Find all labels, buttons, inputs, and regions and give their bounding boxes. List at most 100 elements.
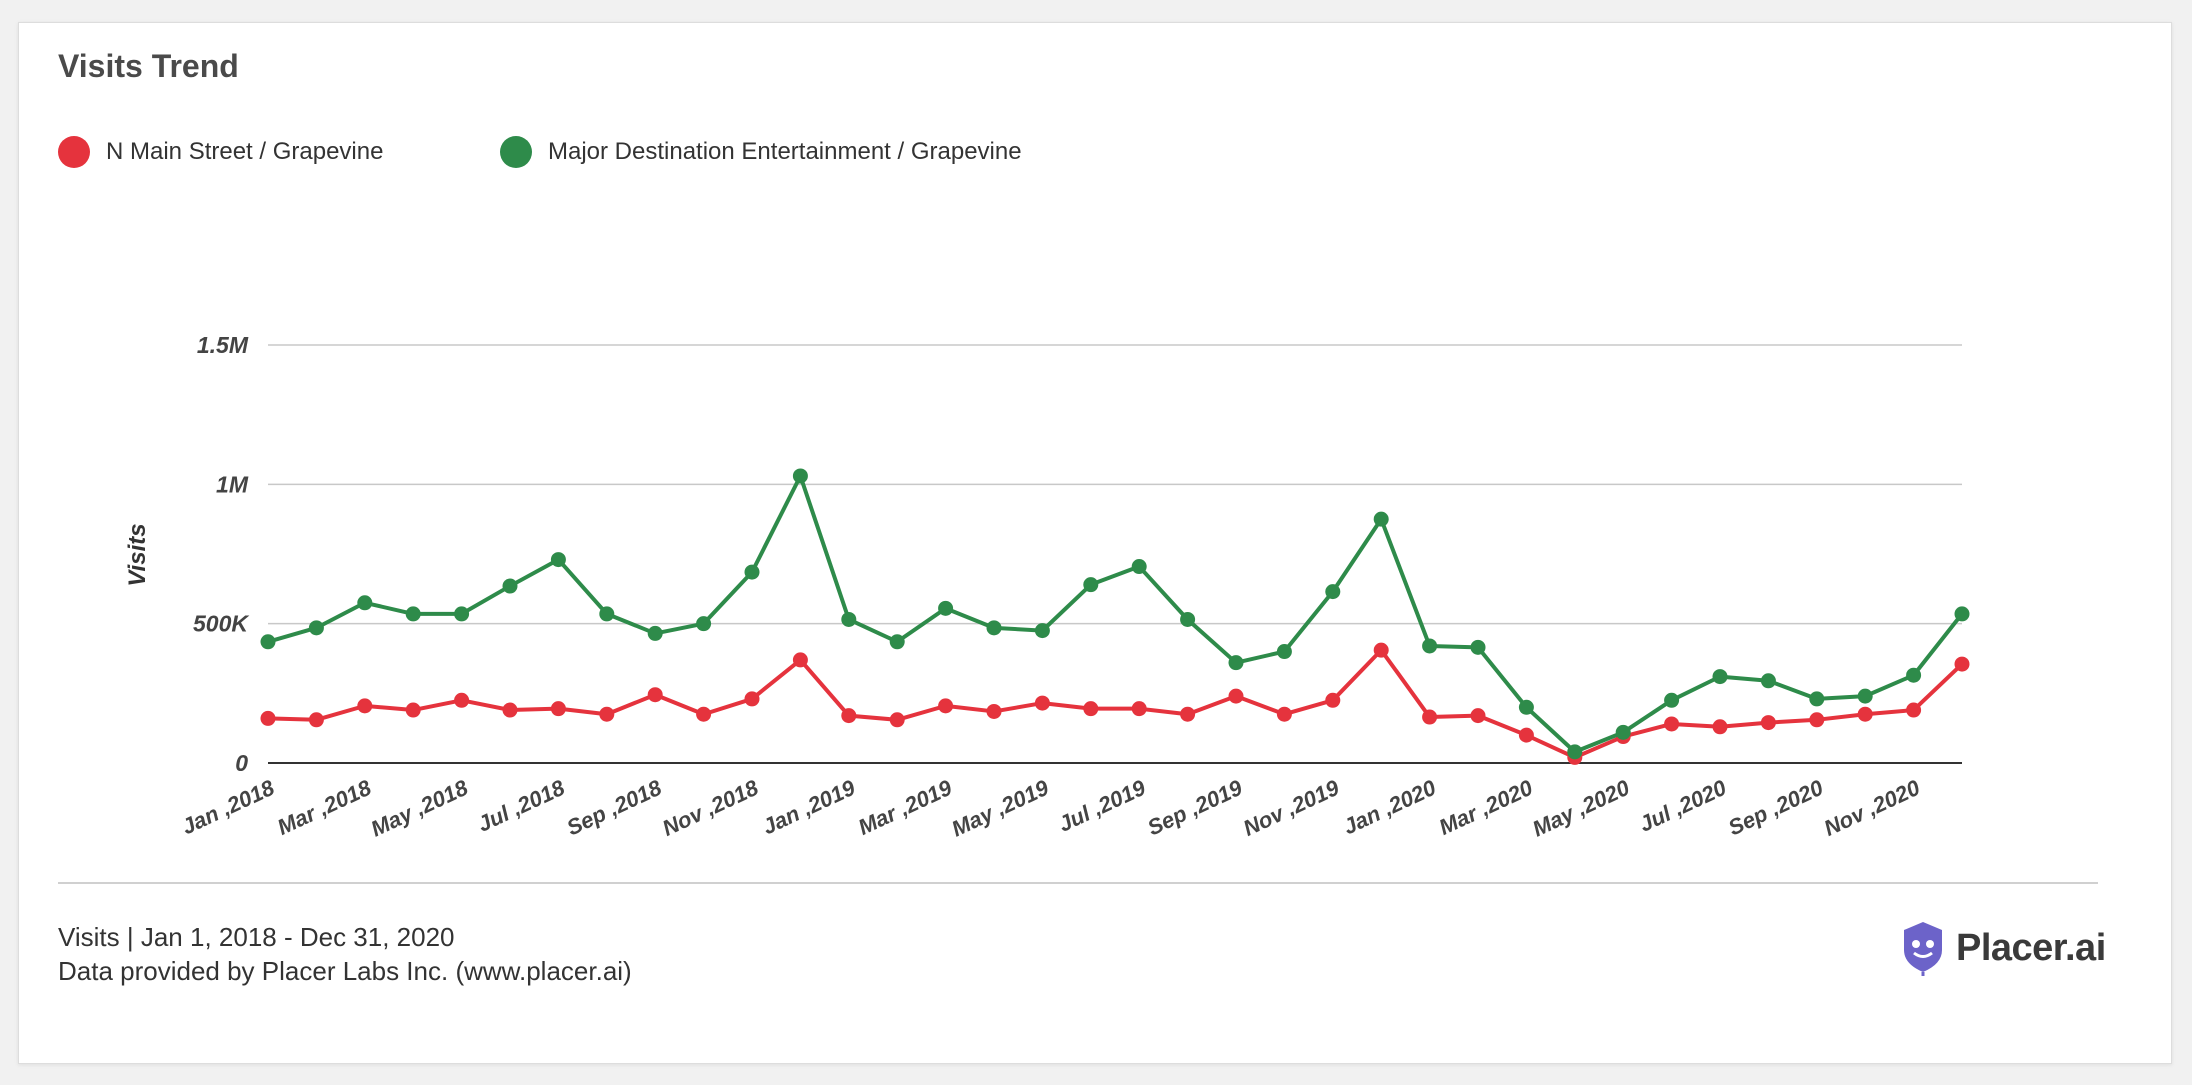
- data-point-major-destination: [1857, 688, 1873, 704]
- data-point-major-destination: [841, 611, 857, 627]
- data-point-major-destination: [357, 595, 373, 611]
- data-point-n-main-street: [1325, 692, 1341, 708]
- data-point-n-main-street: [308, 712, 324, 728]
- data-point-major-destination: [308, 620, 324, 636]
- data-point-major-destination: [405, 606, 421, 622]
- data-point-n-main-street: [792, 652, 808, 668]
- data-point-major-destination: [1083, 577, 1099, 593]
- x-tick-label: Mar ,2019: [854, 775, 956, 840]
- data-point-major-destination: [1567, 744, 1583, 760]
- data-point-n-main-street: [260, 710, 276, 726]
- placer-logo-text: Placer.ai: [1956, 926, 2106, 969]
- data-point-n-main-street: [889, 712, 905, 728]
- legend-label: N Main Street / Grapevine: [106, 138, 384, 165]
- data-point-major-destination: [1809, 691, 1825, 707]
- legend-label: Major Destination Entertainment / Grapev…: [548, 138, 1022, 165]
- y-tick-label: 1.5M: [197, 332, 249, 358]
- legend-item-major-destination[interactable]: Major Destination Entertainment / Grapev…: [500, 136, 1022, 168]
- data-point-major-destination: [1906, 667, 1922, 683]
- data-point-major-destination: [550, 552, 566, 568]
- data-point-major-destination: [986, 620, 1002, 636]
- data-point-major-destination: [260, 634, 276, 650]
- data-point-major-destination: [1276, 644, 1292, 660]
- data-point-major-destination: [1615, 724, 1631, 740]
- data-point-n-main-street: [938, 698, 954, 714]
- data-point-major-destination: [647, 625, 663, 641]
- x-tick-label: May ,2020: [1529, 775, 1634, 842]
- data-point-n-main-street: [1712, 719, 1728, 735]
- data-point-n-main-street: [454, 692, 470, 708]
- data-point-n-main-street: [696, 706, 712, 722]
- data-point-n-main-street: [1083, 701, 1099, 717]
- data-point-n-main-street: [1131, 701, 1147, 717]
- series-line-n-main-street: [267, 648, 1964, 760]
- data-point-major-destination: [1712, 669, 1728, 685]
- data-point-major-destination: [1180, 611, 1196, 627]
- legend-marker-green: [500, 136, 532, 168]
- data-point-major-destination: [1422, 638, 1438, 654]
- data-point-n-main-street: [1422, 709, 1438, 725]
- chart-card: [18, 22, 2172, 1064]
- data-point-major-destination: [792, 468, 808, 484]
- footer-date-range: Visits | Jan 1, 2018 - Dec 31, 2020: [58, 922, 455, 952]
- data-point-major-destination: [744, 564, 760, 580]
- data-point-major-destination: [599, 606, 615, 622]
- data-point-major-destination: [1228, 655, 1244, 671]
- y-tick-label: 500K: [193, 611, 249, 637]
- data-point-n-main-street: [1664, 716, 1680, 732]
- x-tick-label: Jul ,2019: [1055, 775, 1151, 837]
- x-tick-label: Jan ,2020: [1339, 775, 1440, 840]
- footer-attribution: Data provided by Placer Labs Inc. (www.p…: [58, 956, 632, 986]
- placer-logo[interactable]: Placer.ai: [1900, 920, 2106, 976]
- data-point-major-destination: [1131, 559, 1147, 575]
- data-point-major-destination: [1325, 584, 1341, 600]
- data-point-major-destination: [938, 600, 954, 616]
- data-point-major-destination: [1470, 639, 1486, 655]
- data-point-n-main-street: [1470, 708, 1486, 724]
- data-point-n-main-street: [1518, 727, 1534, 743]
- data-point-n-main-street: [1228, 688, 1244, 704]
- data-point-n-main-street: [599, 706, 615, 722]
- data-point-n-main-street: [1034, 695, 1050, 711]
- x-tick-label: Jul ,2018: [474, 775, 570, 837]
- data-point-n-main-street: [1180, 706, 1196, 722]
- data-point-n-main-street: [1857, 706, 1873, 722]
- x-tick-label: May ,2018: [367, 775, 472, 842]
- data-point-n-main-street: [1373, 642, 1389, 658]
- data-point-n-main-street: [1954, 656, 1970, 672]
- data-point-major-destination: [454, 606, 470, 622]
- placer-logo-icon: [1904, 922, 1942, 976]
- x-tick-label: Sep ,2019: [1144, 775, 1247, 841]
- data-point-major-destination: [1664, 692, 1680, 708]
- data-point-major-destination: [696, 616, 712, 632]
- x-tick-label: Sep ,2018: [563, 775, 666, 841]
- data-point-major-destination: [1373, 511, 1389, 527]
- data-point-n-main-street: [744, 691, 760, 707]
- data-point-n-main-street: [550, 701, 566, 717]
- data-point-n-main-street: [1809, 712, 1825, 728]
- data-point-n-main-street: [986, 703, 1002, 719]
- y-tick-label: 0: [235, 750, 248, 776]
- y-tick-label: 1M: [216, 471, 249, 497]
- data-point-n-main-street: [1276, 706, 1292, 722]
- x-tick-label: May ,2019: [948, 775, 1053, 842]
- data-point-n-main-street: [405, 702, 421, 718]
- legend-marker-red: [58, 136, 90, 168]
- x-tick-label: Mar ,2018: [273, 775, 375, 840]
- data-point-n-main-street: [502, 702, 518, 718]
- data-point-n-main-street: [357, 698, 373, 714]
- chart-title: Visits Trend: [58, 48, 239, 84]
- data-point-major-destination: [502, 578, 518, 594]
- data-point-major-destination: [1518, 699, 1534, 715]
- y-axis-title: Visits: [124, 523, 151, 586]
- data-point-n-main-street: [841, 708, 857, 724]
- legend-item-n-main-street[interactable]: N Main Street / Grapevine: [58, 136, 383, 168]
- x-tick-label: Jan ,2019: [759, 775, 860, 840]
- data-point-n-main-street: [647, 687, 663, 703]
- footer-divider: [58, 882, 2098, 884]
- x-tick-label: Jan ,2018: [178, 775, 279, 840]
- data-point-major-destination: [1034, 623, 1050, 639]
- x-tick-label: Nov ,2018: [658, 775, 762, 841]
- x-tick-label: Nov ,2020: [1820, 775, 1924, 841]
